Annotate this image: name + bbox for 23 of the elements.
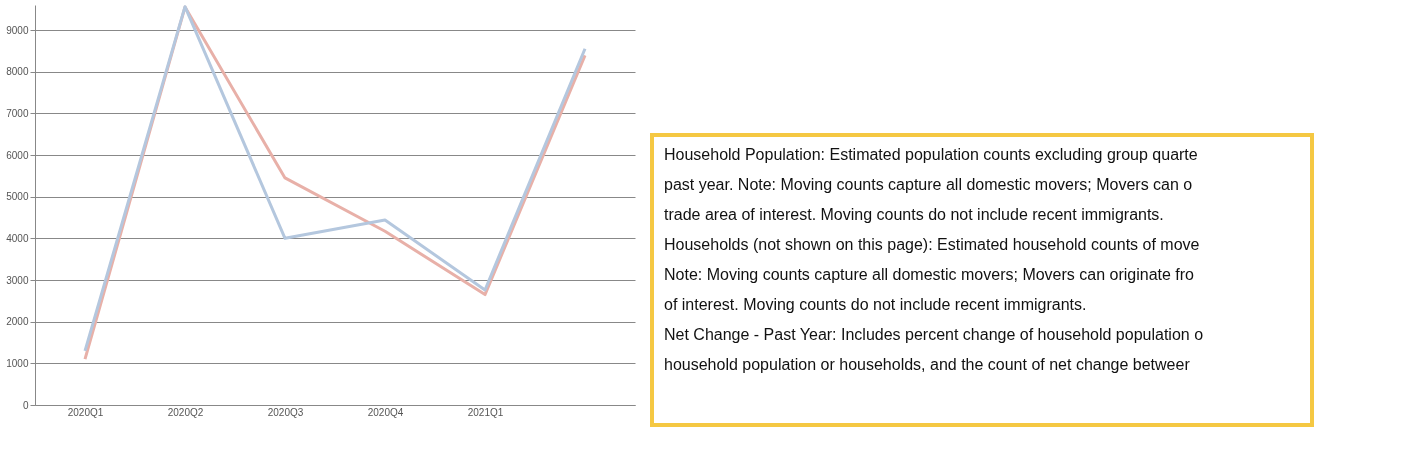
- x-tick-label: 2021Q1: [467, 406, 504, 418]
- y-tick-label: 0: [22, 399, 29, 411]
- text: Households (not shown on this page): Estimated household counts of move: [664, 236, 1200, 253]
- y-tick-label: 9000: [6, 24, 29, 36]
- x-tick-label: 2020Q4: [367, 406, 404, 418]
- text: past year. Note: Moving counts capture all domestic movers; Movers can o: [664, 176, 1193, 193]
- x-tick-label: 2020Q2: [167, 406, 204, 418]
- y-tick-label: 8000: [6, 66, 29, 78]
- y-tick-label: 2000: [6, 316, 29, 328]
- x-tick-label: 2020Q1: [67, 406, 104, 418]
- y-tick-label: 4000: [6, 232, 29, 244]
- y-tick-label: 6000: [6, 149, 29, 161]
- text: Note: Moving counts capture all domestic movers; Movers can originate fro: [664, 266, 1195, 283]
- text: trade area of interest. Moving counts do not include recent immigrants.: [664, 206, 1164, 223]
- y-tick-label: 3000: [6, 274, 29, 286]
- text: of interest. Moving counts do not include recent immigrants.: [664, 296, 1087, 313]
- text: household population or households, and the count of net change betweer: [664, 356, 1191, 373]
- text: Net Change - Past Year: Includes percent change of household population o: [664, 326, 1204, 343]
- y-tick-label: 5000: [6, 191, 29, 203]
- y-tick-label: 1000: [6, 357, 29, 369]
- text: Household Population: Estimated population counts excluding group quarte: [664, 146, 1198, 163]
- y-tick-label: 7000: [6, 107, 29, 119]
- x-tick-label: 2020Q3: [267, 406, 304, 418]
